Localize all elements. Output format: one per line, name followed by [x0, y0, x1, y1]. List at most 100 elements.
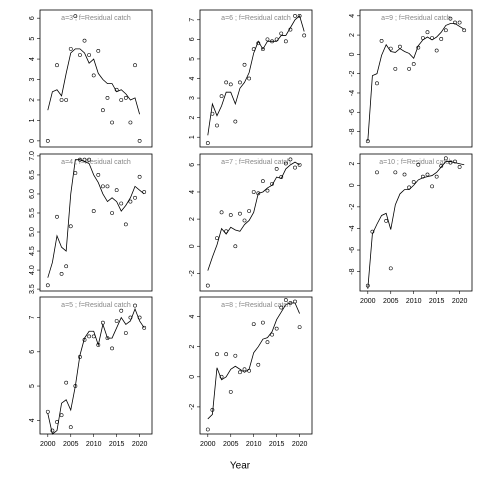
data-point [375, 170, 379, 175]
data-point [128, 199, 133, 204]
data-point [297, 162, 302, 167]
panel-title: a=4 ; f=Residual catch [61, 159, 131, 166]
data-point [133, 303, 137, 308]
data-point [137, 174, 142, 179]
y-tick-label: 6 [189, 163, 196, 167]
y-tick-label: 4.5 [29, 246, 36, 256]
y-tick-label: -8 [349, 128, 356, 134]
data-point [407, 66, 412, 71]
data-point [142, 190, 147, 194]
data-point [251, 47, 256, 52]
data-point [388, 266, 393, 271]
y-tick-label: 0 [189, 244, 196, 248]
data-point [64, 98, 69, 102]
data-point [59, 271, 64, 276]
data-point [73, 171, 78, 175]
data-point [68, 425, 73, 430]
y-tick-label: 7 [29, 316, 36, 320]
panel-title: a=9 ; f=Residual catch [381, 15, 451, 22]
y-tick-label: -2 [189, 404, 196, 410]
y-tick-label: 0 [189, 375, 196, 379]
data-point [205, 141, 210, 145]
data-point [251, 190, 256, 194]
data-point [100, 320, 105, 325]
data-point [242, 218, 247, 223]
data-point [78, 355, 82, 359]
data-point [283, 161, 288, 166]
y-tick-label: 4 [189, 190, 196, 194]
data-point [439, 37, 444, 41]
data-point [247, 209, 252, 213]
data-point [288, 27, 293, 32]
data-point [256, 191, 261, 196]
data-point [210, 408, 215, 412]
data-point [251, 322, 256, 326]
x-tick-label: 2015 [429, 298, 445, 305]
data-point [142, 325, 147, 330]
data-point [219, 94, 224, 99]
panel-frame [39, 153, 153, 292]
data-point [110, 346, 114, 351]
data-point [242, 62, 247, 67]
data-point [375, 81, 379, 86]
data-point [96, 343, 101, 347]
x-tick-label: 2010 [86, 441, 102, 448]
data-point [100, 184, 105, 189]
data-point [260, 320, 265, 325]
data-point [78, 157, 82, 162]
x-tick-label: 2005 [223, 441, 239, 448]
x-tick-label: 2020 [452, 298, 468, 305]
y-tick-label: 2 [189, 116, 196, 120]
data-point [416, 45, 421, 50]
data-point [425, 30, 430, 35]
data-point [64, 264, 69, 269]
y-tick-label: -8 [349, 268, 356, 274]
fit-line [207, 161, 300, 271]
y-tick-label: -2 [349, 204, 356, 210]
y-tick-label: -6 [349, 247, 356, 253]
y-tick-label: 4 [189, 315, 196, 319]
data-point [91, 73, 96, 78]
data-point [274, 326, 279, 331]
data-point [105, 184, 110, 189]
data-point [68, 46, 73, 51]
data-point [448, 160, 453, 165]
data-point [123, 331, 128, 335]
fit-line [207, 15, 305, 136]
data-point [78, 53, 82, 57]
data-point [293, 13, 297, 18]
data-point [434, 48, 439, 53]
data-point [457, 165, 462, 169]
y-tick-label: 2 [189, 217, 196, 221]
data-point [288, 157, 293, 162]
data-point [205, 283, 210, 288]
data-point [434, 174, 439, 179]
data-point [402, 172, 407, 177]
y-tick-label: 2 [349, 162, 356, 166]
data-point [393, 66, 398, 71]
data-point [365, 139, 370, 144]
data-point [215, 352, 219, 357]
data-point [443, 156, 448, 161]
y-tick-label: 4 [189, 76, 196, 80]
x-tick-label: 2000 [360, 298, 376, 305]
data-point [233, 119, 238, 124]
panel-title: a=10 ; f=Residual catch [379, 159, 453, 166]
data-point [50, 428, 55, 433]
data-point [123, 96, 128, 100]
data-point [279, 175, 284, 179]
data-point [407, 185, 412, 190]
data-point [73, 384, 78, 388]
data-point [215, 236, 219, 240]
data-point [384, 218, 389, 223]
data-point [133, 195, 137, 200]
y-tick-label: -2 [349, 70, 356, 76]
data-point [59, 413, 64, 418]
data-point [297, 13, 302, 18]
data-point [137, 138, 142, 143]
data-point [91, 334, 96, 339]
data-point [293, 165, 297, 170]
data-point [370, 229, 375, 234]
x-tick-label: 2005 [63, 441, 79, 448]
